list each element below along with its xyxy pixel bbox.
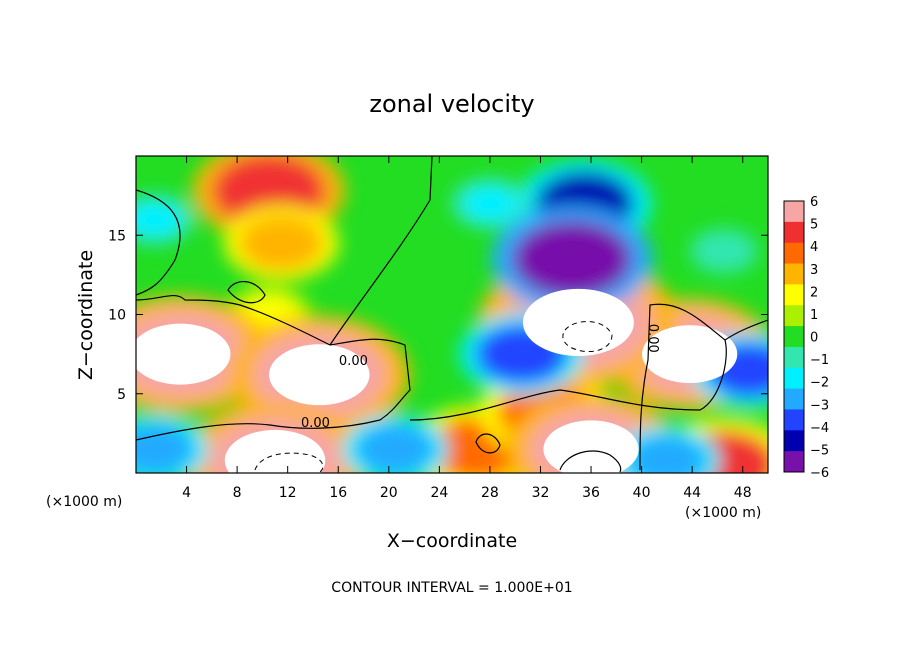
colorbar-label: −1	[810, 353, 829, 368]
field-feature	[627, 434, 706, 473]
colorbar-label: −2	[810, 376, 829, 391]
velocity-field	[136, 156, 768, 473]
x-tick-label: 48	[734, 485, 752, 501]
contour-interval-note: CONTOUR INTERVAL = 1.000E+01	[331, 580, 572, 596]
field-feature	[136, 200, 184, 239]
colorbar-swatch	[784, 388, 804, 410]
contour-line-zero	[329, 156, 433, 346]
y-tick-label: 10	[108, 308, 126, 324]
colorbar-swatch	[784, 221, 804, 244]
y-tick-label: 15	[108, 228, 126, 244]
x-tick-label: 32	[532, 485, 550, 501]
colorbar-swatch	[784, 242, 804, 265]
x-tick-label: 12	[279, 485, 297, 501]
colorbar-swatch	[784, 263, 804, 285]
colorbar-swatch	[784, 326, 804, 348]
colorbar-label: 2	[810, 285, 818, 300]
x-tick-label: 44	[683, 485, 701, 501]
y-axis: 5 10 15	[108, 228, 768, 403]
colorbar-label: 5	[810, 218, 818, 233]
colorbar-frame	[783, 200, 805, 473]
field-feature	[238, 215, 324, 271]
field-feature	[512, 220, 633, 299]
contour-line-zero	[227, 281, 266, 304]
saturated-core	[269, 344, 370, 406]
x-unit-right: (×1000 m)	[685, 505, 761, 521]
x-tick-label: 36	[582, 485, 600, 501]
colorbar-swatch	[784, 367, 804, 390]
x-tick-label: 20	[380, 485, 398, 501]
contour-label: 0.00	[301, 416, 330, 431]
colorbar-label: 4	[810, 240, 818, 255]
colorbar-label: 1	[810, 308, 818, 323]
saturated-core	[522, 288, 634, 357]
colorbar-swatch	[784, 201, 804, 223]
x-tick-label: 4	[182, 485, 191, 501]
colorbar-swatch	[784, 284, 804, 306]
colorbar-label: −4	[810, 421, 829, 436]
colorbar-label: −5	[810, 443, 829, 458]
saturated-core	[642, 325, 738, 383]
x-tick-label: 8	[233, 485, 242, 501]
colorbar-label: 3	[810, 263, 818, 278]
colorbar-swatch	[784, 430, 804, 452]
contour-line-zero	[559, 450, 622, 473]
x-tick-label: 40	[633, 485, 651, 501]
colorbar-label: −3	[810, 398, 829, 413]
x-axis-label: X−coordinate	[387, 530, 517, 552]
field-feature	[461, 184, 519, 223]
contour-line-zero	[724, 319, 768, 341]
saturated-core	[136, 323, 231, 385]
colorbar-swatch	[784, 451, 804, 473]
x-axis: 4 8 12 16 20 24 28 32 36 40 44 48	[182, 156, 752, 501]
x-tick-label: 16	[329, 485, 347, 501]
x-tick-label: 24	[430, 485, 448, 501]
contour-line-zero	[409, 303, 727, 471]
colorbar-label: −6	[810, 466, 829, 481]
colorbar-label: 0	[810, 331, 818, 346]
field-feature	[356, 423, 435, 473]
contour-line-negative	[562, 321, 613, 352]
contour-label: 0.00	[645, 324, 660, 353]
y-axis-label: Z−coordinate	[75, 250, 97, 380]
x-tick-label: 28	[481, 485, 499, 501]
saturated-core	[224, 429, 326, 473]
contour-label: 0.00	[339, 354, 368, 369]
field-feature	[698, 234, 749, 268]
field-feature	[136, 423, 194, 473]
contour-line-negative	[254, 452, 324, 473]
colorbar-swatch	[784, 409, 804, 431]
contour-line-zero	[475, 433, 501, 454]
contour-labels: 0.00 0.00 0.00	[301, 324, 660, 431]
colorbar: 6 5 4 3 2 1 0 −1 −2 −3 −4 −5 −6	[783, 195, 829, 481]
y-tick-label: 5	[117, 387, 126, 403]
chart-title: zonal velocity	[369, 90, 534, 118]
contour-line-zero	[136, 189, 181, 296]
colorbar-swatch	[784, 305, 804, 327]
colorbar-label: 6	[810, 195, 818, 210]
colorbar-swatch	[784, 346, 804, 369]
contour-line-zero	[136, 295, 411, 441]
x-unit-left: (×1000 m)	[46, 494, 122, 510]
